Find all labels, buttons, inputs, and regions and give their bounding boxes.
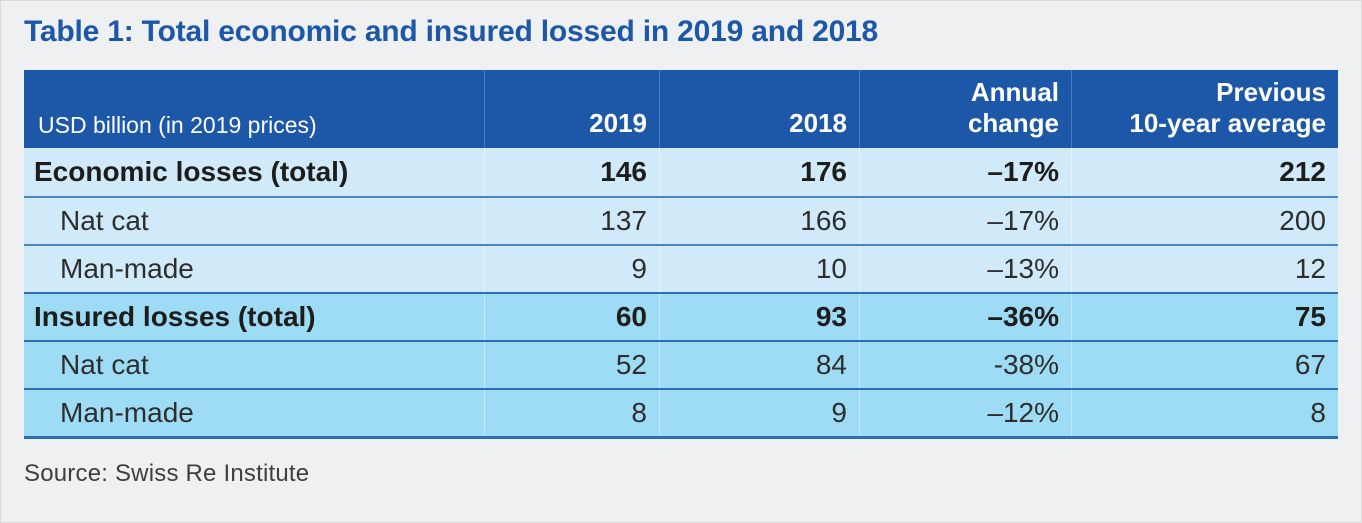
losses-table: USD billion (in 2019 prices) 2019 2018 A… [24,70,1338,439]
cell-10yr-average: 212 [1071,148,1338,196]
cell-2019: 9 [484,246,659,292]
cell-2018: 176 [659,148,859,196]
cell-10yr-average: 67 [1071,342,1338,388]
header-col-2018: 2018 [659,70,859,148]
row-label: Nat cat [60,349,149,380]
source-note: Source: Swiss Re Institute [24,460,310,487]
table-row-economic-total: Economic losses (total) 146 176 –17% 212 [24,148,1338,196]
cell-2018: 166 [659,198,859,244]
row-label: Nat cat [60,205,149,236]
cell-annual-change: –12% [859,390,1071,436]
row-label: Man-made [60,397,194,428]
report-page: Table 1: Total economic and insured loss… [24,15,1338,487]
table-row-insured-manmade: Man-made 8 9 –12% 8 [24,388,1338,436]
header-units-label: USD billion (in 2019 prices) [38,112,317,138]
cell-2018: 84 [659,342,859,388]
cell-2018: 93 [659,294,859,340]
cell-annual-change: -38% [859,342,1071,388]
table-row-insured-natcat: Nat cat 52 84 -38% 67 [24,340,1338,388]
cell-10yr-average: 200 [1071,198,1338,244]
table-row-economic-natcat: Nat cat 137 166 –17% 200 [24,196,1338,244]
cell-annual-change: –13% [859,246,1071,292]
cell-2019: 60 [484,294,659,340]
cell-2019: 137 [484,198,659,244]
cell-10yr-average: 12 [1071,246,1338,292]
cell-2018: 10 [659,246,859,292]
cell-10yr-average: 8 [1071,390,1338,436]
table-header-row: USD billion (in 2019 prices) 2019 2018 A… [24,70,1338,148]
cell-2019: 52 [484,342,659,388]
cell-2019: 8 [484,390,659,436]
row-label: Insured losses (total) [34,301,316,332]
table-row-economic-manmade: Man-made 9 10 –13% 12 [24,244,1338,292]
cell-annual-change: –17% [859,198,1071,244]
cell-annual-change: –36% [859,294,1071,340]
header-col-10yr-average: Previous 10-year average [1071,70,1338,148]
header-col-2019: 2019 [484,70,659,148]
table-title: Table 1: Total economic and insured loss… [24,15,879,48]
cell-10yr-average: 75 [1071,294,1338,340]
row-label: Economic losses (total) [34,156,349,187]
cell-2018: 9 [659,390,859,436]
header-col-annual-change: Annual change [859,70,1071,148]
cell-annual-change: –17% [859,148,1071,196]
row-label: Man-made [60,253,194,284]
cell-2019: 146 [484,148,659,196]
table-row-insured-total: Insured losses (total) 60 93 –36% 75 [24,292,1338,340]
